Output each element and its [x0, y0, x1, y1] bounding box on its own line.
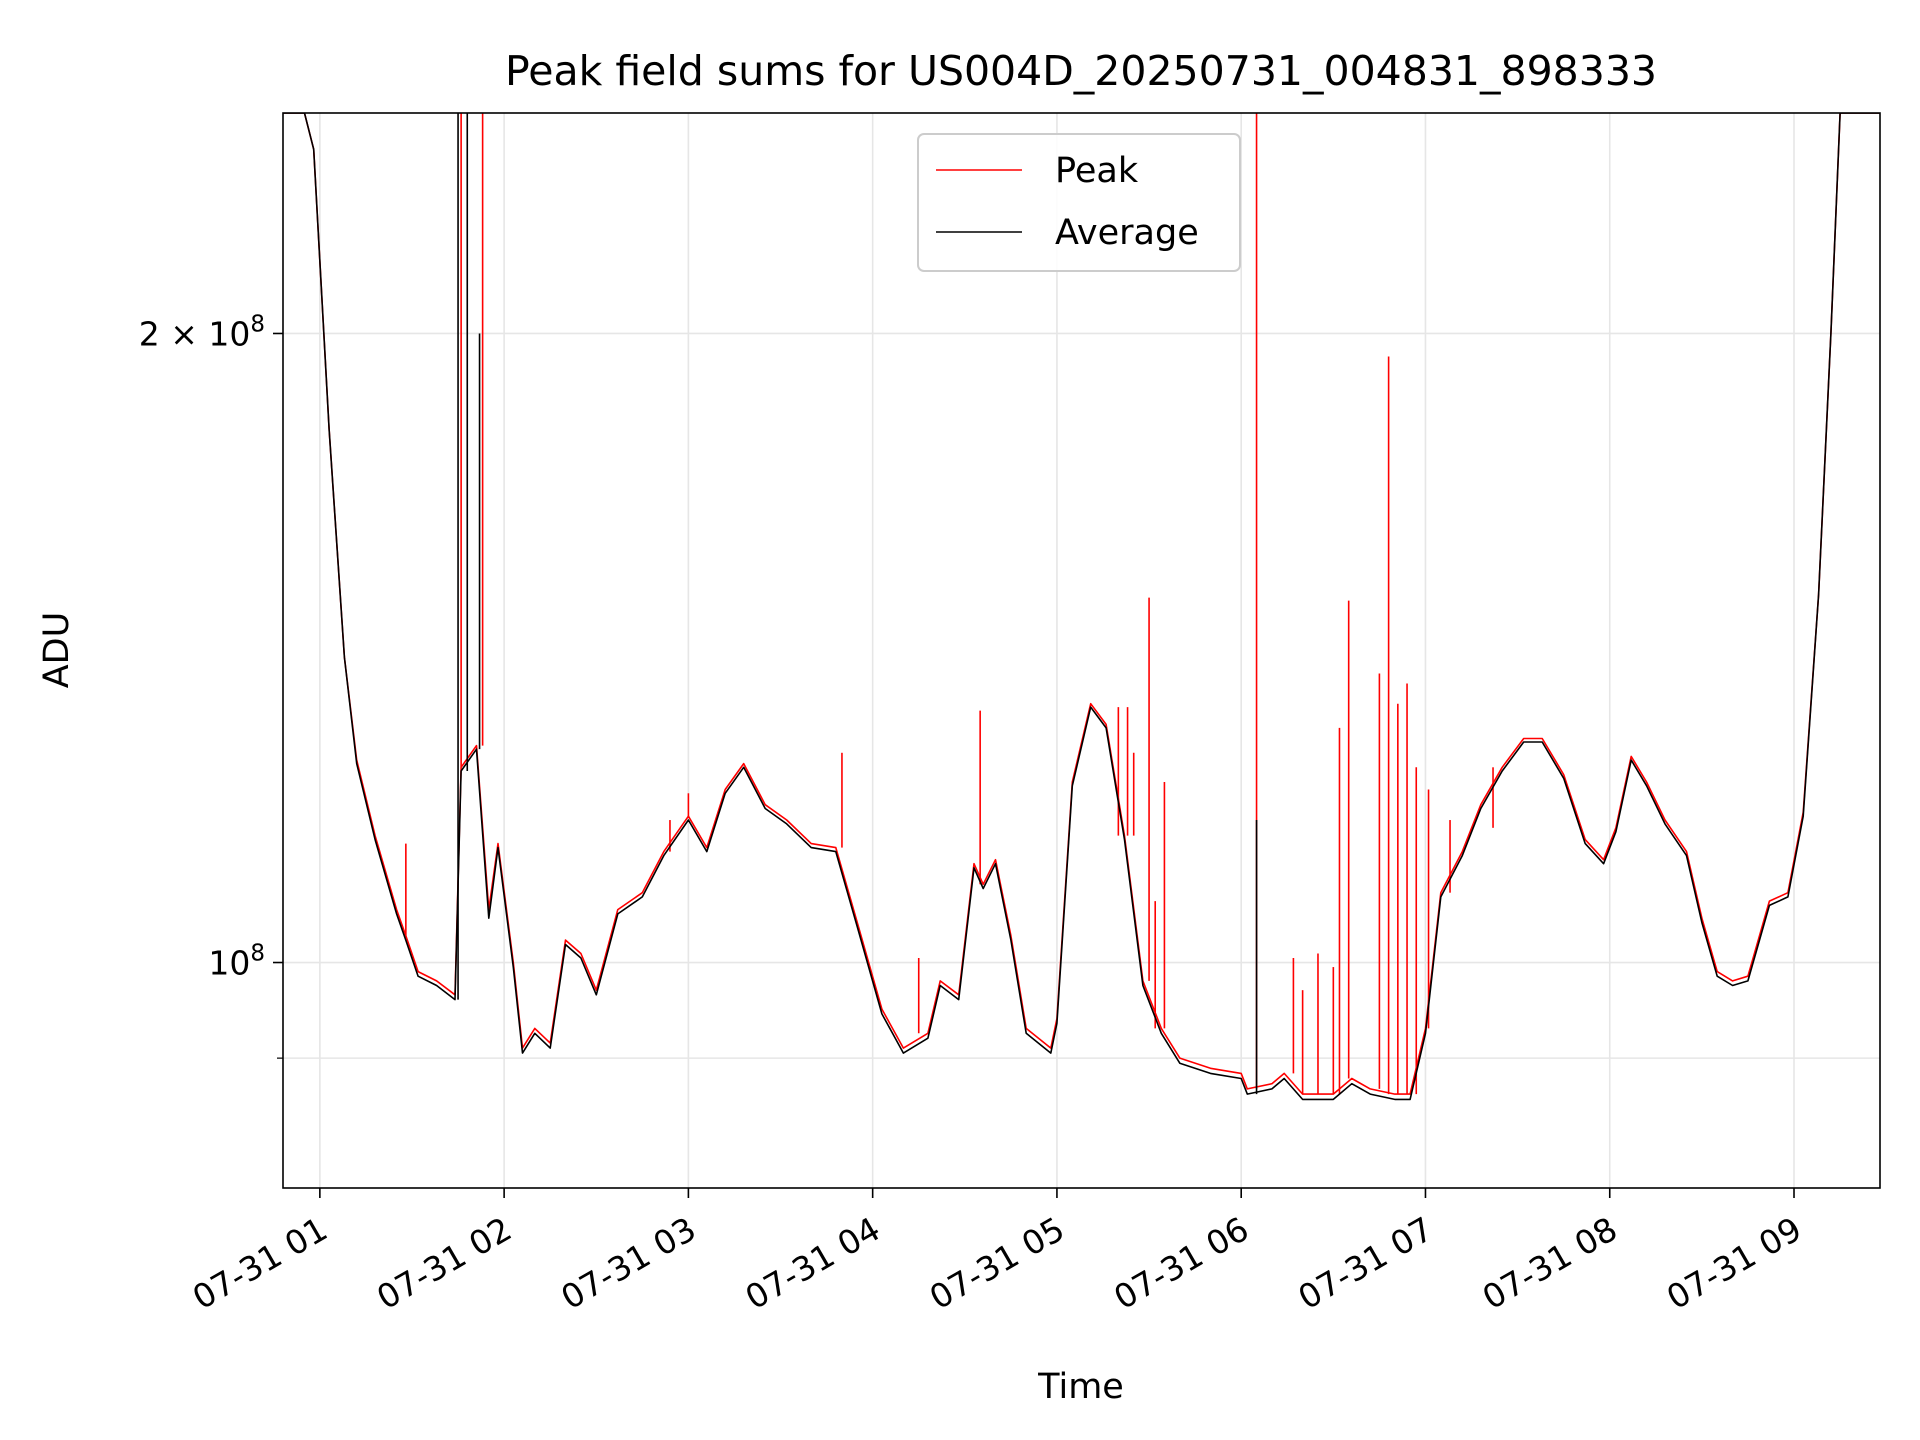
peak-line [283, 113, 1880, 1095]
series-layer [283, 113, 1880, 1101]
grid [283, 113, 1880, 1188]
y-axis-label: ADU [37, 612, 77, 689]
legend-box [917, 133, 1241, 272]
legend: Peak Average [917, 133, 1241, 272]
chart-title: Peak field sums for US004D_20250731_0048… [505, 47, 1657, 95]
y-tick-label: 108 [208, 941, 265, 983]
average-line [283, 113, 1880, 1101]
x-axis-label: Time [1037, 1367, 1124, 1407]
y-tick-label: 2 × 108 [139, 311, 265, 353]
plot-frame [282, 112, 1881, 1189]
legend-peak-label: Peak [1055, 151, 1139, 191]
legend-average-label: Average [1055, 213, 1199, 253]
